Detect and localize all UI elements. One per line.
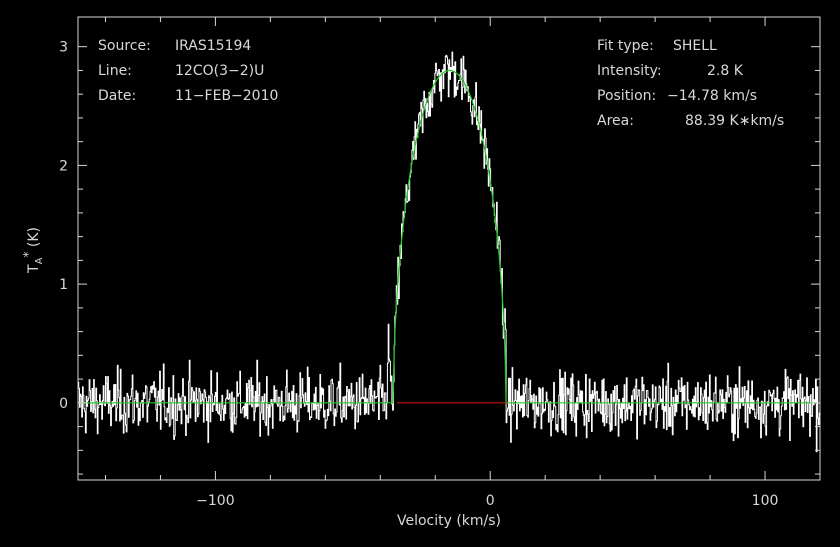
info-intensity-value: 2.8 K bbox=[707, 63, 744, 79]
svg-text:TA* (K): TA* (K) bbox=[21, 227, 45, 274]
x-tick-label: 100 bbox=[752, 493, 779, 509]
info-right: Fit type: SHELL Intensity: 2.8 K Positio… bbox=[597, 38, 784, 129]
info-date-key: Date: bbox=[98, 88, 136, 104]
info-left: Source: IRAS15194 Line: 12CO(3−2)U Date:… bbox=[98, 38, 278, 104]
x-tick-label: 0 bbox=[486, 493, 495, 509]
x-tick-label: −100 bbox=[196, 493, 234, 509]
info-intensity-key: Intensity: bbox=[597, 63, 662, 79]
y-tick-label: 1 bbox=[59, 277, 68, 293]
plot-layer bbox=[78, 51, 821, 453]
info-source-value: IRAS15194 bbox=[175, 38, 251, 54]
info-area-value: 88.39 K∗km/s bbox=[685, 113, 784, 129]
fit-line bbox=[78, 69, 820, 404]
info-area-key: Area: bbox=[597, 113, 634, 129]
info-fittype-value: SHELL bbox=[673, 38, 717, 54]
y-tick-label: 0 bbox=[59, 396, 68, 412]
plot-frame bbox=[77, 16, 821, 481]
x-axis-label: Velocity (km/s) bbox=[397, 513, 501, 529]
tick-layer: −100 0 100 0 1 2 3 bbox=[59, 17, 821, 509]
y-tick-label: 2 bbox=[59, 158, 68, 174]
y-tick-label: 3 bbox=[59, 40, 68, 56]
y-axis-label: TA* (K) bbox=[21, 227, 45, 274]
info-line-key: Line: bbox=[98, 63, 132, 79]
info-date-value: 11−FEB−2010 bbox=[175, 88, 278, 104]
info-position-key: Position: bbox=[597, 88, 656, 104]
info-position-value: −14.78 km/s bbox=[667, 88, 757, 104]
info-line-value: 12CO(3−2)U bbox=[175, 63, 264, 79]
info-fittype-key: Fit type: bbox=[597, 38, 654, 54]
info-source-key: Source: bbox=[98, 38, 151, 54]
